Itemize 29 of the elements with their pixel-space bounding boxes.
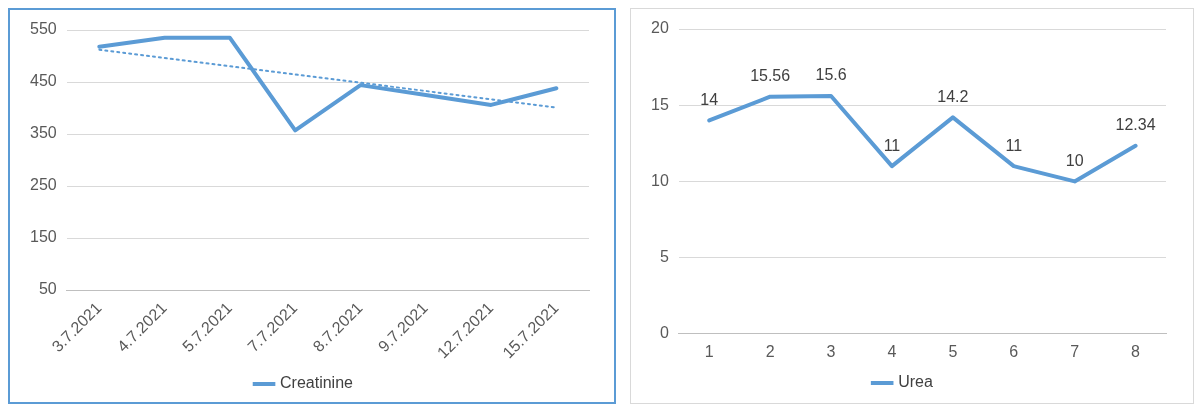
x-tick-label: 7 [1070, 342, 1080, 360]
y-tick-label: 150 [29, 228, 57, 246]
data-label: 15.56 [750, 67, 791, 85]
y-tick-label: 550 [29, 20, 57, 38]
x-tick-label: 5 [948, 342, 958, 360]
y-tick-label: 10 [651, 171, 669, 189]
data-label: 12.34 [1115, 116, 1156, 134]
y-tick-label: 15 [651, 95, 669, 113]
y-tick-label: 450 [29, 72, 57, 90]
x-tick-label: 3 [826, 342, 836, 360]
y-tick-label: 20 [651, 19, 669, 37]
y-tick-label: 250 [29, 176, 57, 194]
data-label: 14 [700, 90, 719, 108]
data-label: 11 [1005, 136, 1023, 154]
x-tick-label: 4 [887, 342, 897, 360]
x-tick-label: 8 [1131, 342, 1141, 360]
y-tick-label: 5 [659, 248, 669, 266]
data-label: 10 [1065, 151, 1084, 169]
y-tick-label: 0 [659, 324, 669, 342]
legend-label: Creatinine [280, 374, 354, 392]
data-label: 11 [883, 136, 901, 154]
data-label: 14.2 [937, 87, 969, 105]
legend-label: Urea [898, 373, 933, 391]
x-tick-label: 2 [765, 342, 775, 360]
x-tick-label: 6 [1009, 342, 1019, 360]
y-tick-label: 350 [29, 124, 57, 142]
y-tick-label: 50 [38, 280, 57, 298]
x-tick-label: 1 [704, 342, 714, 360]
data-label: 15.6 [815, 66, 847, 84]
